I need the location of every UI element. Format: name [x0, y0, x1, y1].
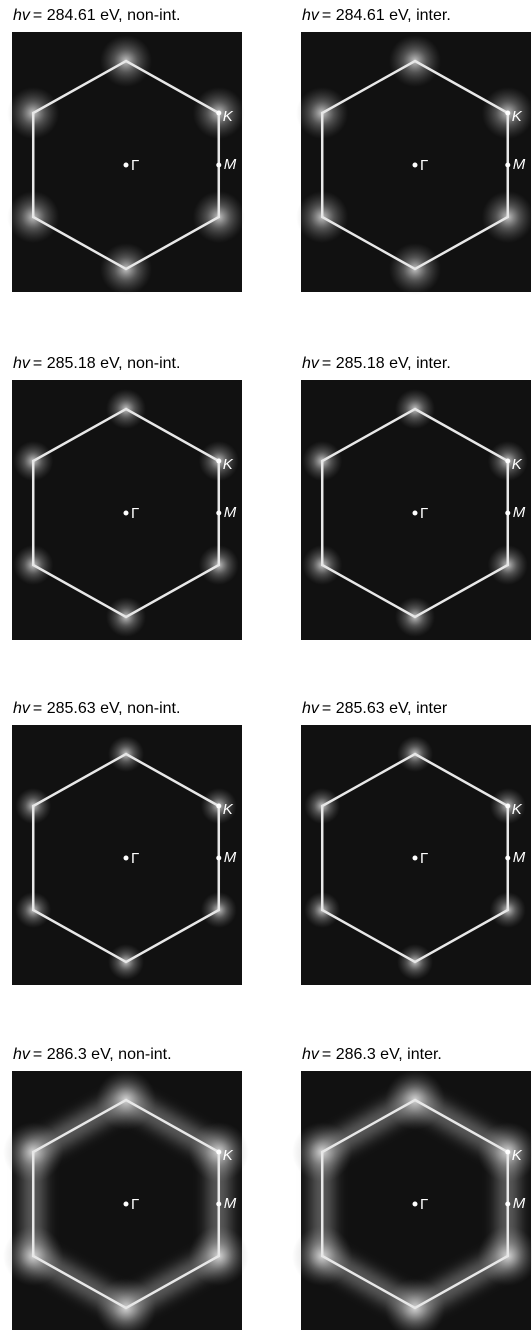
- panel: K M Γ: [301, 725, 531, 985]
- k-label: K: [512, 108, 523, 125]
- panel-title: hv= 286.3 eV, non-int.: [13, 1046, 172, 1063]
- gamma-point: [413, 511, 418, 516]
- gamma-label: Γ: [131, 157, 139, 174]
- k-label: K: [223, 1147, 234, 1164]
- title-symbol: hv: [13, 355, 31, 372]
- panel: K M Γ: [296, 32, 532, 295]
- m-point: [216, 856, 221, 861]
- m-label: M: [224, 504, 237, 521]
- m-label: M: [513, 1195, 526, 1212]
- gamma-point: [413, 163, 418, 168]
- title-text: = 284.61 eV, inter.: [322, 7, 451, 24]
- k-label: K: [512, 1147, 523, 1164]
- k-label: K: [223, 801, 234, 818]
- gamma-label: Γ: [420, 1196, 428, 1213]
- m-point: [505, 856, 510, 861]
- m-point: [216, 511, 221, 516]
- title-symbol: hv: [13, 1046, 31, 1063]
- panel: K M Γ: [7, 32, 245, 295]
- title-text: = 286.3 eV, non-int.: [33, 1046, 172, 1063]
- gamma-label: Γ: [131, 1196, 139, 1213]
- title-text: = 284.61 eV, non-int.: [33, 7, 181, 24]
- title-text: = 285.63 eV, inter: [322, 700, 448, 717]
- figure: hv= 284.61 eV, non-int.KMΓhv= 284.61 eV,…: [0, 0, 532, 1330]
- k-label: K: [223, 108, 234, 125]
- m-point: [505, 511, 510, 516]
- panel-title: hv= 285.63 eV, inter: [302, 700, 448, 717]
- gamma-label: Γ: [131, 850, 139, 867]
- title-text: = 285.63 eV, non-int.: [33, 700, 181, 717]
- k-point: [216, 1150, 221, 1155]
- title-symbol: hv: [302, 355, 320, 372]
- k-label: K: [512, 456, 523, 473]
- gamma-point: [124, 163, 129, 168]
- m-label: M: [224, 1195, 237, 1212]
- panel: K M Γ: [12, 725, 242, 985]
- gamma-point: [124, 856, 129, 861]
- k-label: K: [512, 801, 523, 818]
- panel: K M Γ: [12, 380, 242, 640]
- title-text: = 285.18 eV, inter.: [322, 355, 451, 372]
- panel-title: hv= 285.18 eV, non-int.: [13, 355, 180, 372]
- k-point: [505, 804, 510, 809]
- title-symbol: hv: [13, 700, 31, 717]
- gamma-label: Γ: [420, 157, 428, 174]
- k-label: K: [223, 456, 234, 473]
- k-point: [216, 804, 221, 809]
- m-label: M: [513, 849, 526, 866]
- panel: K M Γ: [3, 1070, 249, 1330]
- m-point: [216, 1202, 221, 1207]
- panel-title: hv= 285.63 eV, non-int.: [13, 700, 180, 717]
- gamma-point: [124, 1202, 129, 1207]
- title-text: = 285.18 eV, non-int.: [33, 355, 181, 372]
- title-symbol: hv: [302, 700, 320, 717]
- m-label: M: [513, 504, 526, 521]
- gamma-point: [413, 856, 418, 861]
- gamma-label: Γ: [420, 505, 428, 522]
- panel: K M Γ: [292, 1070, 532, 1330]
- title-symbol: hv: [302, 1046, 320, 1063]
- m-label: M: [224, 156, 237, 173]
- panel-title: hv= 284.61 eV, non-int.: [13, 7, 180, 24]
- k-point: [216, 459, 221, 464]
- k-point: [505, 111, 510, 116]
- title-symbol: hv: [302, 7, 320, 24]
- k-point: [505, 1150, 510, 1155]
- panel-title: hv= 284.61 eV, inter.: [302, 7, 451, 24]
- title-text: = 286.3 eV, inter.: [322, 1046, 442, 1063]
- title-symbol: hv: [13, 7, 31, 24]
- m-point: [505, 1202, 510, 1207]
- m-point: [505, 163, 510, 168]
- panel: K M Γ: [301, 380, 531, 640]
- gamma-label: Γ: [420, 850, 428, 867]
- gamma-label: Γ: [131, 505, 139, 522]
- panel-title: hv= 286.3 eV, inter.: [302, 1046, 442, 1063]
- m-point: [216, 163, 221, 168]
- gamma-point: [124, 511, 129, 516]
- m-label: M: [513, 156, 526, 173]
- gamma-point: [413, 1202, 418, 1207]
- k-point: [216, 111, 221, 116]
- m-label: M: [224, 849, 237, 866]
- k-point: [505, 459, 510, 464]
- panel-title: hv= 285.18 eV, inter.: [302, 355, 451, 372]
